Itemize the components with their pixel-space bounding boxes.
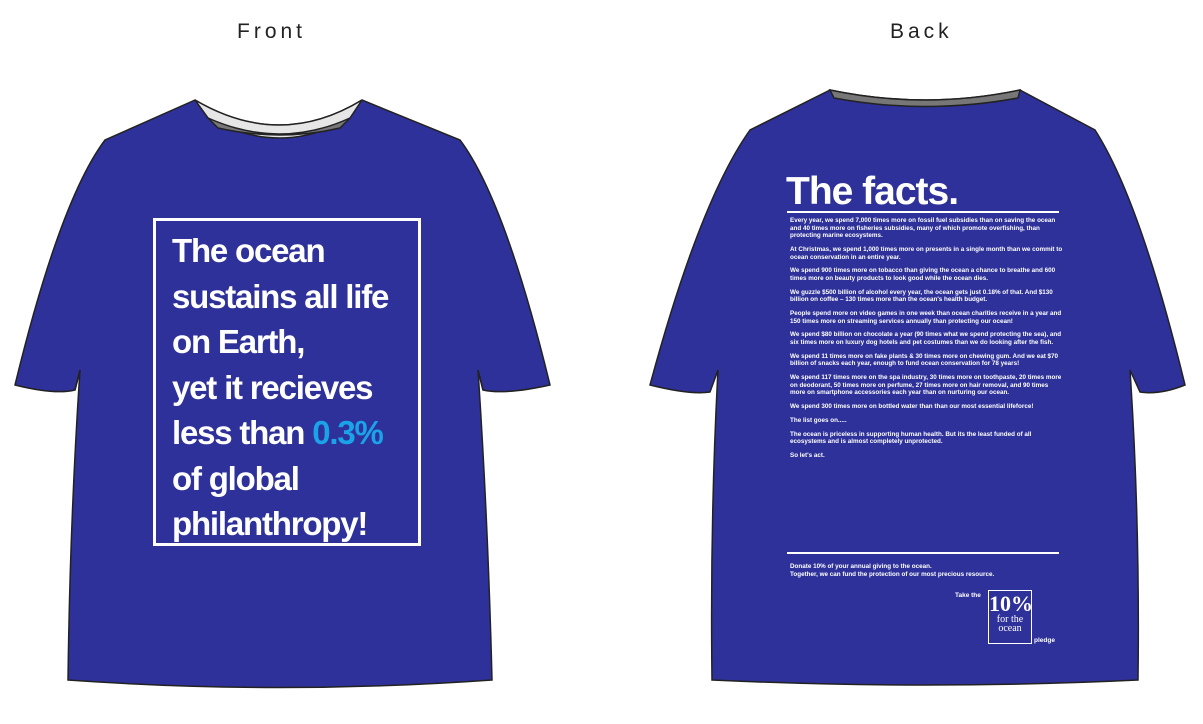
- top-divider: [787, 211, 1059, 213]
- front-collar-inner: [207, 117, 351, 136]
- take-the-text: Take the: [955, 592, 981, 599]
- fact: Every year, we spend 7,000 times more on…: [790, 217, 1056, 240]
- front-shirt: [14, 99, 551, 689]
- back-label: Back: [890, 20, 953, 43]
- front-line: sustains all life: [172, 277, 389, 315]
- front-line: on Earth,: [172, 323, 305, 360]
- back-shirt-body: [649, 89, 1186, 686]
- ten-percent-for-the-ocean-logo: 10% for the ocean: [988, 590, 1033, 644]
- back-shirt: [649, 88, 1186, 686]
- front-line: The ocean: [172, 232, 326, 269]
- front-line: less than 0.3%: [172, 410, 422, 456]
- pledge-text: pledge: [1034, 637, 1055, 644]
- fact: We spend 900 times more on tobacco than …: [790, 267, 1056, 282]
- front-line-text: less than: [172, 414, 313, 451]
- fact: The list goes on.....: [790, 416, 847, 424]
- bottom-divider: [787, 552, 1059, 554]
- back-title: The facts.: [786, 170, 959, 213]
- logo-percent: 10%: [989, 591, 1033, 616]
- logo-line: ocean: [998, 623, 1022, 634]
- front-slogan: The ocean sustains all life on Earth, ye…: [172, 228, 422, 547]
- fact: People spend more on video games in one …: [790, 310, 1062, 325]
- fact: So let's act.: [790, 452, 825, 460]
- fact: We spend 117 times more on the spa indus…: [790, 374, 1062, 397]
- front-text-frame: [153, 218, 421, 546]
- back-collar: [828, 88, 1022, 108]
- fact: The ocean is priceless in supporting hum…: [790, 430, 1032, 446]
- front-line: of global: [172, 459, 300, 497]
- front-label: Front: [237, 20, 307, 43]
- front-shirt-body: [14, 99, 551, 689]
- front-line: yet it recieves: [172, 368, 374, 406]
- cta-line: Together, we can fund the protection of …: [790, 571, 995, 578]
- fact: We spend $80 billion on chocolate a year…: [790, 331, 1062, 347]
- logo-line: for the: [996, 614, 1024, 625]
- front-highlight-percent: 0.3%: [312, 414, 384, 451]
- facts-list: Every year, we spend 7,000 times more on…: [790, 217, 1065, 466]
- fact: We spend 300 times more on bottled water…: [790, 403, 1034, 411]
- fact: We spend 11 times more on fake plants & …: [790, 352, 1059, 368]
- call-to-action: Donate 10% of your annual giving to the …: [790, 563, 1065, 579]
- front-line: philanthropy!: [172, 505, 368, 542]
- fact: We guzzle $500 billion of alcohol every …: [790, 288, 1053, 304]
- fact: At Christmas, we spend 1,000 times more …: [790, 245, 1063, 261]
- cta-line: Donate 10% of your annual giving to the …: [790, 563, 932, 570]
